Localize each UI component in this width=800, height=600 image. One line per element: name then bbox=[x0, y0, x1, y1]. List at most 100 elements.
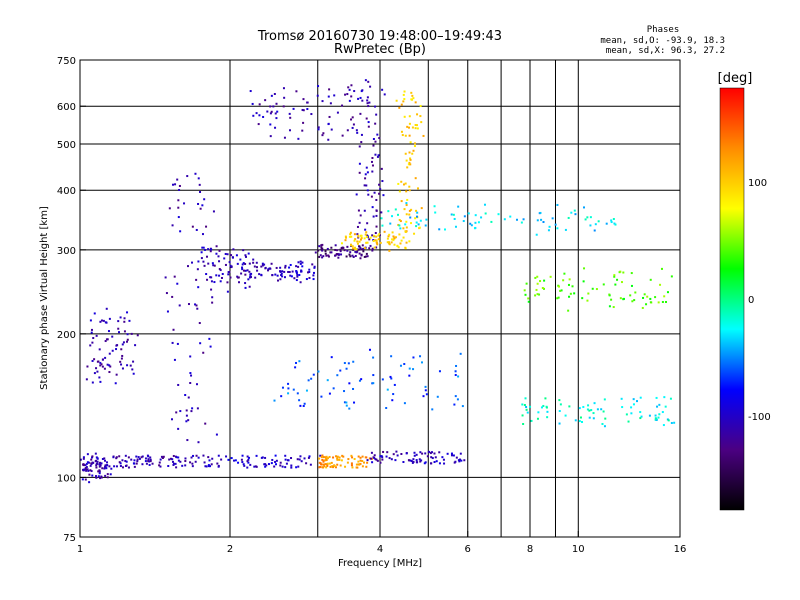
data-point bbox=[115, 456, 118, 459]
data-point bbox=[305, 389, 308, 392]
data-point bbox=[371, 249, 374, 252]
data-point bbox=[281, 270, 284, 273]
data-point bbox=[176, 178, 179, 181]
data-point bbox=[372, 137, 375, 140]
data-point bbox=[321, 243, 324, 246]
data-point bbox=[341, 242, 344, 245]
data-point bbox=[322, 456, 325, 459]
data-point bbox=[176, 282, 179, 285]
data-point bbox=[625, 413, 628, 416]
data-point bbox=[184, 464, 187, 467]
data-point bbox=[403, 208, 406, 211]
data-point bbox=[247, 461, 250, 464]
data-point bbox=[603, 398, 606, 401]
data-point bbox=[403, 90, 406, 93]
data-point bbox=[191, 407, 194, 410]
data-point bbox=[433, 452, 436, 455]
data-point bbox=[195, 454, 198, 457]
data-point bbox=[330, 356, 333, 359]
data-point bbox=[100, 462, 103, 465]
data-point bbox=[136, 458, 139, 461]
data-point bbox=[179, 410, 182, 413]
data-point bbox=[117, 327, 120, 330]
data-point bbox=[248, 285, 251, 288]
data-point bbox=[420, 459, 423, 462]
data-point bbox=[359, 214, 362, 217]
data-point bbox=[636, 400, 639, 403]
data-point bbox=[271, 458, 274, 461]
data-point bbox=[358, 221, 361, 224]
data-point bbox=[366, 189, 369, 192]
data-point bbox=[358, 248, 361, 251]
data-point bbox=[271, 274, 274, 277]
data-point bbox=[655, 418, 658, 421]
data-point bbox=[244, 262, 247, 265]
data-point bbox=[356, 466, 359, 469]
data-point bbox=[196, 307, 199, 310]
data-point bbox=[321, 256, 324, 259]
data-point bbox=[309, 463, 312, 466]
data-point bbox=[375, 198, 378, 201]
data-point bbox=[373, 191, 376, 194]
data-point bbox=[82, 464, 85, 467]
data-point bbox=[217, 454, 220, 457]
data-point bbox=[337, 256, 340, 259]
data-point bbox=[218, 267, 221, 270]
data-point bbox=[412, 368, 415, 371]
data-point bbox=[361, 244, 364, 247]
data-point bbox=[132, 360, 135, 363]
data-point bbox=[85, 468, 88, 471]
data-point bbox=[223, 257, 226, 260]
data-point bbox=[375, 235, 378, 238]
data-point bbox=[330, 246, 333, 249]
data-point bbox=[258, 273, 261, 276]
data-point bbox=[612, 306, 615, 309]
data-point bbox=[372, 356, 375, 359]
data-point bbox=[424, 224, 427, 227]
data-point bbox=[310, 377, 313, 380]
data-point bbox=[403, 98, 406, 101]
data-point bbox=[359, 96, 362, 99]
data-point bbox=[414, 177, 417, 180]
data-point bbox=[295, 90, 298, 93]
data-point bbox=[527, 300, 530, 303]
data-point bbox=[334, 244, 337, 247]
data-point bbox=[613, 222, 616, 225]
data-point bbox=[391, 399, 394, 402]
y-axis-ticks: 75 100 200 300 400 500 600 750 bbox=[57, 56, 86, 544]
data-point bbox=[279, 278, 282, 281]
data-point bbox=[410, 91, 413, 94]
data-point bbox=[316, 94, 319, 97]
data-point bbox=[614, 283, 617, 286]
data-point bbox=[539, 211, 542, 214]
data-point bbox=[415, 124, 418, 127]
data-point bbox=[557, 296, 560, 299]
data-point bbox=[174, 183, 177, 186]
data-point bbox=[82, 456, 85, 459]
data-point bbox=[321, 454, 324, 457]
data-point bbox=[126, 311, 129, 314]
data-point bbox=[98, 465, 101, 468]
data-point bbox=[368, 101, 371, 104]
data-point bbox=[631, 300, 634, 303]
data-point bbox=[409, 163, 412, 166]
data-point bbox=[463, 459, 466, 462]
data-point bbox=[526, 411, 529, 414]
data-point bbox=[542, 287, 545, 290]
data-point bbox=[434, 211, 437, 214]
data-point bbox=[320, 463, 323, 466]
data-point bbox=[567, 216, 570, 219]
data-point bbox=[191, 261, 194, 264]
data-point bbox=[658, 413, 661, 416]
data-point bbox=[321, 100, 324, 103]
data-point bbox=[207, 456, 210, 459]
data-point bbox=[230, 265, 233, 268]
data-point bbox=[404, 134, 407, 137]
data-point bbox=[171, 224, 174, 227]
data-point bbox=[299, 260, 302, 263]
data-point bbox=[207, 465, 210, 468]
data-point bbox=[382, 450, 385, 453]
data-point bbox=[84, 467, 87, 470]
data-point bbox=[158, 464, 161, 467]
data-point bbox=[336, 458, 339, 461]
